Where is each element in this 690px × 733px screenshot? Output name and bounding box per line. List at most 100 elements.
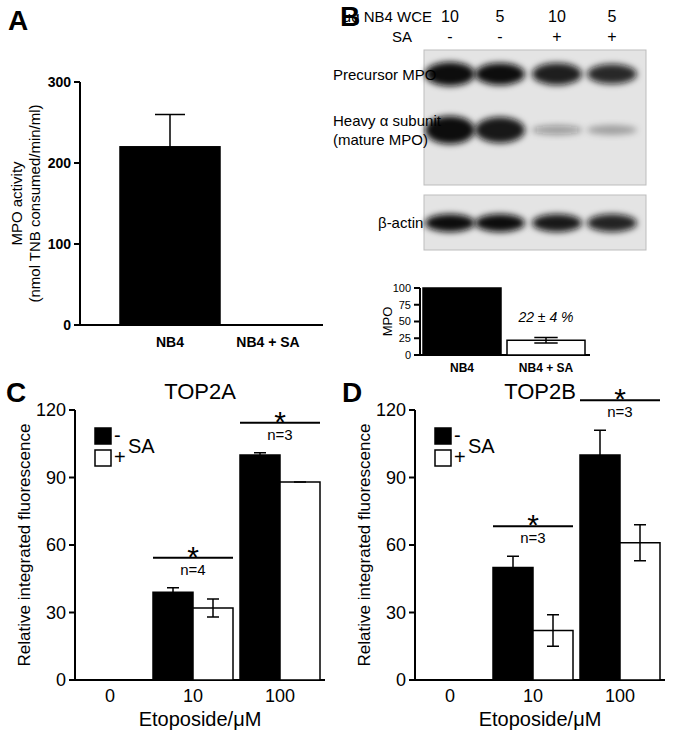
y-tick-label: 50 xyxy=(399,315,411,327)
y-tick-label: 120 xyxy=(36,400,66,420)
blot-band xyxy=(532,63,582,85)
lane-label: + xyxy=(607,28,616,45)
y-tick-label: 30 xyxy=(46,603,66,623)
error-bar xyxy=(207,599,219,617)
y-tick xyxy=(69,409,75,411)
error-bar xyxy=(167,588,179,597)
y-tick-label: 30 xyxy=(386,603,406,623)
error-bar xyxy=(84,679,96,681)
legend-swatch xyxy=(95,450,111,466)
y-tick xyxy=(414,354,420,356)
error-bar xyxy=(253,324,283,326)
bar-chart: 0100200300NB4NB4 + SAMPO activity(nmol T… xyxy=(8,74,323,350)
x-tick-label: 100 xyxy=(605,686,635,706)
chart-title: TOP2B xyxy=(504,379,576,404)
legend-title: SA xyxy=(468,435,495,457)
y-tick xyxy=(409,544,415,546)
bar xyxy=(110,679,150,681)
bar xyxy=(153,592,193,680)
error-bar xyxy=(424,679,436,681)
legend-swatch xyxy=(435,428,451,444)
bar xyxy=(580,455,620,680)
x-tick-label: 10 xyxy=(183,686,203,706)
blot-band xyxy=(532,125,582,135)
bar xyxy=(280,482,320,680)
y-tick-label: 25 xyxy=(399,332,411,344)
y-tick-label: 0 xyxy=(405,349,411,361)
y-tick-label: 60 xyxy=(386,535,406,555)
y-tick-label: 100 xyxy=(48,236,72,252)
y-tick xyxy=(409,409,415,411)
lane-label: - xyxy=(497,28,502,45)
lane-label: + xyxy=(552,28,561,45)
panel-label: C xyxy=(6,377,26,408)
error-bar xyxy=(547,615,559,647)
blot-band xyxy=(587,64,637,84)
y-tick-label: 200 xyxy=(48,155,72,171)
y-tick xyxy=(414,304,420,306)
marks xyxy=(120,114,283,325)
bar xyxy=(493,568,533,681)
bar xyxy=(620,543,660,680)
y-tick-label: 120 xyxy=(376,400,406,420)
error-bar xyxy=(594,430,606,480)
x-tick-label: 100 xyxy=(265,686,295,706)
y-tick xyxy=(74,162,80,164)
lane-label: 5 xyxy=(608,8,617,25)
lane-label: 5 xyxy=(496,8,505,25)
legend-label: - xyxy=(114,424,121,446)
y-tick xyxy=(74,81,80,83)
x-tick-label: 10 xyxy=(523,686,543,706)
y-tick xyxy=(69,612,75,614)
blot-band xyxy=(587,214,637,232)
legend-swatch xyxy=(95,428,111,444)
figure: ABCDμg NB4 WCE105105SA--++Precursor MPOH… xyxy=(0,0,690,733)
y-axis-label: Relative integrated fluorescence xyxy=(355,424,374,667)
legend-label: + xyxy=(454,446,466,468)
x-tick-label: 0 xyxy=(105,686,115,706)
marks xyxy=(84,453,320,680)
panel-label: D xyxy=(342,377,362,408)
y-tick-label: 0 xyxy=(56,670,66,690)
y-axis-label: Relative integrated fluorescence xyxy=(15,424,34,667)
background xyxy=(0,0,690,733)
error-bar xyxy=(464,679,476,681)
y-axis-label: MPO xyxy=(380,307,395,337)
band-label: β-actin xyxy=(378,214,423,231)
legend: -+SA xyxy=(435,424,495,468)
blot-band xyxy=(587,125,637,135)
error-bar xyxy=(507,556,519,579)
legend-title: SA xyxy=(128,435,155,457)
y-tick xyxy=(409,612,415,614)
y-tick-label: 100 xyxy=(393,282,411,294)
lane-label: 10 xyxy=(441,8,459,25)
marks xyxy=(424,430,660,680)
bar-chart: 0306090120010100Relative integrated fluo… xyxy=(15,379,325,730)
y-tick-label: 90 xyxy=(46,468,66,488)
blot-band xyxy=(532,214,582,232)
bar xyxy=(218,324,318,326)
bar xyxy=(240,455,280,680)
blot-band xyxy=(475,214,525,232)
panel-label: A xyxy=(8,5,28,36)
error-bar xyxy=(124,679,136,681)
bar xyxy=(450,679,490,681)
chart-title: TOP2A xyxy=(164,379,236,404)
y-axis xyxy=(79,82,81,325)
x-tick-label: NB4 + SA xyxy=(236,334,299,350)
legend-label: + xyxy=(114,446,126,468)
x-tick-label: NB4 xyxy=(450,361,474,375)
blot-band xyxy=(475,117,525,143)
y-tick-label: 300 xyxy=(48,74,72,90)
y-tick xyxy=(69,679,75,681)
y-tick xyxy=(414,321,420,323)
x-tick-label: NB4 + SA xyxy=(519,361,574,375)
error-bar xyxy=(254,453,266,458)
blot-band xyxy=(425,214,475,232)
bar xyxy=(415,679,450,681)
y-tick-label: 0 xyxy=(396,670,406,690)
band-label: (mature MPO) xyxy=(333,131,428,148)
y-tick xyxy=(409,679,415,681)
band-label: Precursor MPO xyxy=(333,66,436,83)
legend: -+SA xyxy=(95,424,155,468)
